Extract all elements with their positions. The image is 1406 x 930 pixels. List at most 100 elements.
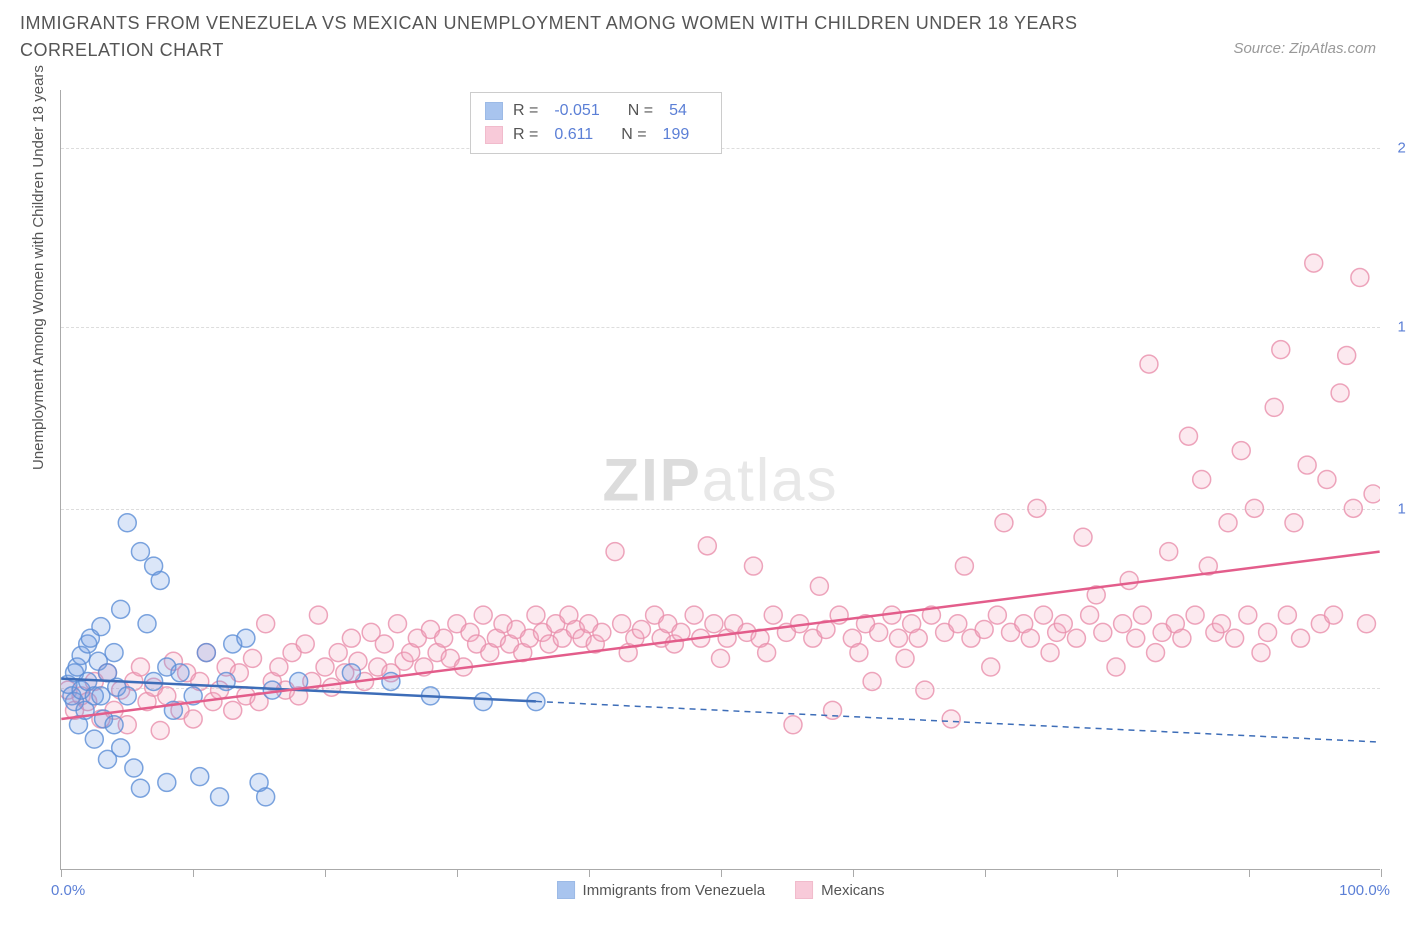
data-point	[1331, 384, 1349, 402]
data-point	[138, 615, 156, 633]
data-point	[1120, 571, 1138, 589]
data-point	[151, 722, 169, 740]
data-point	[916, 681, 934, 699]
data-point	[810, 577, 828, 595]
data-point	[474, 693, 492, 711]
data-point	[850, 644, 868, 662]
x-tick	[985, 869, 986, 877]
data-point	[1351, 269, 1369, 287]
data-point	[257, 615, 275, 633]
scatter-svg	[61, 90, 1380, 869]
data-point	[824, 701, 842, 719]
x-tick	[853, 869, 854, 877]
x-tick	[61, 869, 62, 877]
data-point	[1318, 471, 1336, 489]
data-point	[112, 739, 130, 757]
data-point	[1212, 615, 1230, 633]
data-point	[191, 768, 209, 786]
data-point	[1081, 606, 1099, 624]
data-point	[1357, 615, 1375, 633]
data-point	[632, 621, 650, 639]
y-axis-title: Unemployment Among Women with Children U…	[30, 65, 47, 470]
data-point	[784, 716, 802, 734]
stats-legend-box: R =-0.051 N =54 R =0.611 N =199	[470, 92, 722, 154]
data-point	[125, 759, 143, 777]
data-point	[211, 788, 229, 806]
data-point	[342, 629, 360, 647]
data-point	[112, 600, 130, 618]
chart-plot-area: ZIPatlas 6.3%12.5%18.8%25.0% 0.0% 100.0%…	[60, 90, 1380, 870]
data-point	[1140, 355, 1158, 373]
data-point	[705, 615, 723, 633]
data-point	[92, 618, 110, 636]
data-point	[474, 606, 492, 624]
data-point	[118, 687, 136, 705]
data-point	[131, 543, 149, 561]
data-point	[698, 537, 716, 555]
data-point	[896, 649, 914, 667]
data-point	[257, 788, 275, 806]
data-point	[145, 672, 163, 690]
data-point	[1364, 485, 1380, 503]
data-point	[982, 658, 1000, 676]
data-point	[764, 606, 782, 624]
data-point	[685, 606, 703, 624]
data-point	[527, 606, 545, 624]
trend-line-dashed	[536, 701, 1380, 742]
data-point	[949, 615, 967, 633]
data-point	[593, 623, 611, 641]
data-point	[1041, 644, 1059, 662]
y-tick-label: 25.0%	[1397, 139, 1406, 156]
data-point	[1305, 254, 1323, 272]
data-point	[1021, 629, 1039, 647]
data-point	[1272, 341, 1290, 359]
data-point	[85, 730, 103, 748]
data-point	[92, 687, 110, 705]
x-axis-max-label: 100.0%	[1339, 882, 1390, 899]
data-point	[1292, 629, 1310, 647]
data-point	[613, 615, 631, 633]
data-point	[975, 621, 993, 639]
data-point	[1054, 615, 1072, 633]
data-point	[1245, 499, 1263, 517]
legend-item-mexicans: Mexicans	[795, 881, 884, 899]
data-point	[296, 635, 314, 653]
data-point	[1226, 629, 1244, 647]
x-tick	[325, 869, 326, 877]
data-point	[1193, 471, 1211, 489]
stats-row-venezuela: R =-0.051 N =54	[485, 99, 707, 123]
data-point	[1180, 427, 1198, 445]
data-point	[270, 658, 288, 676]
data-point	[105, 644, 123, 662]
y-tick-label: 12.5%	[1397, 500, 1406, 517]
data-point	[1107, 658, 1125, 676]
data-point	[1232, 442, 1250, 460]
x-tick	[589, 869, 590, 877]
data-point	[1034, 606, 1052, 624]
y-tick-label: 18.8%	[1397, 318, 1406, 335]
data-point	[131, 658, 149, 676]
data-point	[1094, 623, 1112, 641]
source-label: Source: ZipAtlas.com	[1233, 40, 1376, 57]
data-point	[988, 606, 1006, 624]
data-point	[329, 644, 347, 662]
data-point	[131, 779, 149, 797]
x-tick	[1381, 869, 1382, 877]
data-point	[309, 606, 327, 624]
data-point	[1114, 615, 1132, 633]
data-point	[758, 644, 776, 662]
data-point	[1127, 629, 1145, 647]
data-point	[1298, 456, 1316, 474]
x-axis-min-label: 0.0%	[51, 882, 85, 899]
data-point	[323, 678, 341, 696]
data-point	[712, 649, 730, 667]
data-point	[1259, 623, 1277, 641]
data-point	[995, 514, 1013, 532]
data-point	[184, 710, 202, 728]
data-point	[1160, 543, 1178, 561]
data-point	[1252, 644, 1270, 662]
data-point	[909, 629, 927, 647]
data-point	[244, 649, 262, 667]
data-point	[237, 629, 255, 647]
data-point	[870, 623, 888, 641]
